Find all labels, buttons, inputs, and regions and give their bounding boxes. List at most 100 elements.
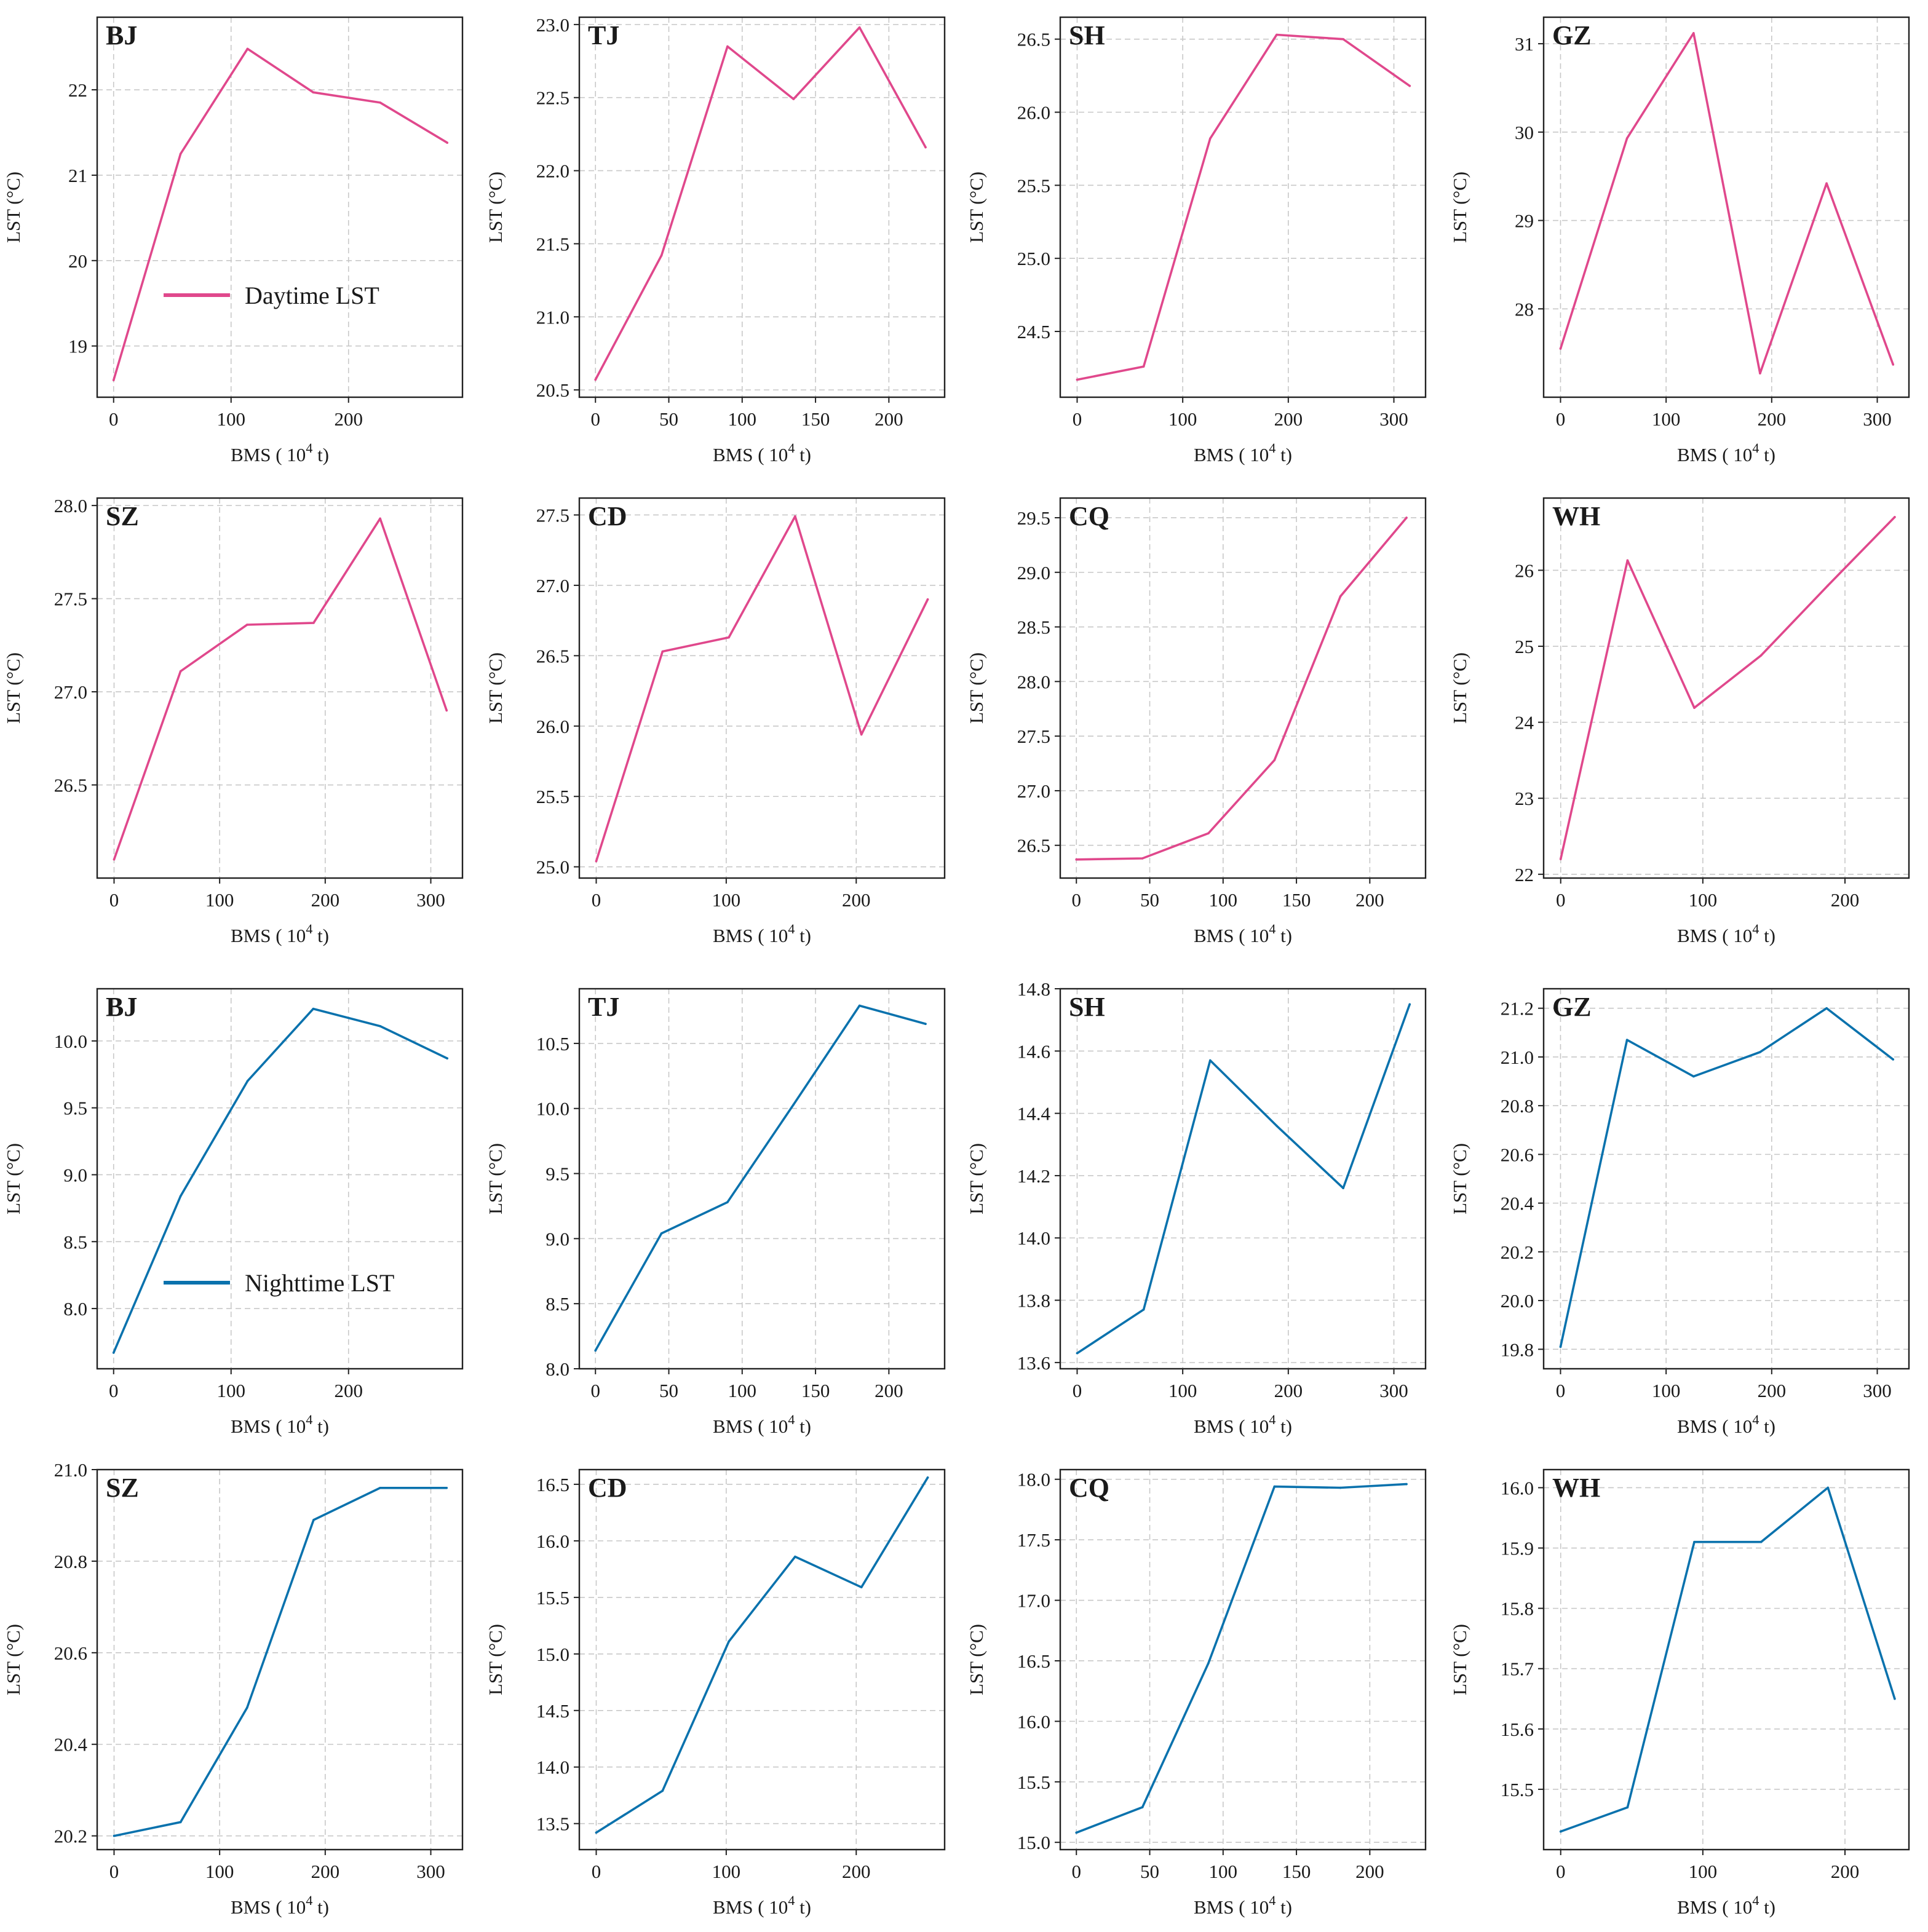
data-point: [446, 1057, 448, 1059]
data-point: [379, 1025, 382, 1027]
data-point: [1141, 857, 1144, 860]
data-point: [726, 45, 729, 48]
panel-night-CQ: 0 50 100 150 200 15.0 15.5 16.0 16.5 17.0 17.5 18.0…: [966, 1469, 1427, 1918]
panel-title: BJ: [106, 20, 137, 50]
data-point: [926, 598, 929, 601]
data-point: [1208, 1059, 1212, 1062]
y-axis-label: LST (°C): [2, 652, 24, 724]
y-axis-label: LST (°C): [1449, 172, 1470, 243]
data-point: [1692, 1075, 1695, 1078]
y-tick-label: 29: [1515, 210, 1534, 232]
data-point: [1207, 1662, 1210, 1665]
data-point: [112, 1352, 115, 1354]
x-axis-label: BMS ( 104 t): [1677, 1412, 1775, 1437]
panel-title: BJ: [106, 992, 137, 1022]
data-point: [1342, 1187, 1344, 1189]
x-tick-label: 200: [334, 1380, 363, 1401]
panel-day-GZ: 0 100 200 300 28 29 30 31 BMS ( 104 t) LST (°C) GZ: [1449, 16, 1910, 465]
y-tick-label: 26.5: [1017, 29, 1050, 50]
y-tick-label: 20.4: [1501, 1193, 1534, 1214]
plot-frame: [578, 1468, 946, 1851]
x-tick-label: 0: [592, 1861, 601, 1882]
data-point: [312, 1007, 315, 1010]
x-tick-label: 0: [1556, 1861, 1566, 1882]
x-tick-label: 300: [416, 1861, 445, 1882]
data-point: [794, 515, 796, 518]
y-tick-label: 20.4: [54, 1734, 88, 1756]
data-point: [728, 1640, 730, 1643]
x-tick-label: 200: [842, 1861, 871, 1882]
plot-frame: [1059, 497, 1427, 879]
x-tick-label: 0: [109, 1861, 119, 1882]
panel-night-TJ: 0 50 100 150 200 8.0 8.5 9.0 9.5 10.0 10.5 BMS ( 10…: [485, 988, 946, 1437]
y-tick-label: 20.6: [1501, 1144, 1534, 1165]
data-point: [1559, 1345, 1562, 1348]
x-tick-label: 100: [1209, 889, 1238, 911]
x-tick-label: 150: [801, 1380, 830, 1401]
x-tick-label: 50: [659, 408, 678, 430]
panel-title: SH: [1069, 992, 1105, 1022]
data-point: [924, 1023, 927, 1025]
plot-frame: [1059, 16, 1427, 398]
y-tick-label: 8.0: [63, 1298, 87, 1320]
y-axis-label: LST (°C): [966, 172, 987, 243]
x-tick-label: 100: [1168, 1380, 1197, 1401]
y-axis-label: LST (°C): [485, 652, 506, 724]
x-tick-label: 50: [659, 1380, 678, 1401]
y-tick-label: 22.0: [536, 160, 569, 182]
y-tick-label: 14.6: [1017, 1040, 1050, 1062]
x-tick-label: 0: [1071, 1861, 1081, 1882]
data-point: [1405, 1483, 1408, 1486]
y-tick-label: 9.5: [63, 1098, 87, 1119]
series-line-day: [1559, 32, 1894, 375]
y-axis-label: LST (°C): [1449, 1143, 1470, 1214]
x-tick-label: 0: [590, 408, 600, 430]
y-tick-label: 31: [1515, 33, 1534, 55]
y-axis-label: LST (°C): [966, 1143, 987, 1214]
data-point: [1207, 832, 1210, 834]
y-tick-label: 8.5: [63, 1231, 87, 1253]
y-tick-label: 29.0: [1017, 562, 1050, 584]
data-point: [594, 1349, 597, 1352]
series-line-night: [1076, 1003, 1411, 1355]
x-tick-label: 150: [1282, 889, 1311, 911]
series-line-night: [113, 1487, 448, 1837]
x-tick-label: 200: [875, 1380, 903, 1401]
y-tick-label: 21.0: [536, 306, 569, 328]
y-tick-label: 10.5: [536, 1033, 569, 1055]
y-tick-label: 21.0: [54, 1459, 87, 1481]
x-tick-label: 200: [1831, 889, 1860, 911]
y-axis-label: LST (°C): [1449, 1624, 1470, 1695]
x-axis-label: BMS ( 104 t): [1194, 921, 1292, 946]
x-tick-label: 200: [842, 889, 871, 911]
y-tick-label: 14.4: [1017, 1103, 1051, 1125]
y-tick-label: 19: [68, 336, 87, 357]
y-tick-label: 20.6: [54, 1642, 87, 1664]
y-tick-label: 21.0: [1501, 1047, 1534, 1068]
x-tick-label: 0: [1556, 1380, 1566, 1401]
y-tick-label: 22: [68, 79, 87, 101]
panel-night-BJ: 0 100 200 8.0 8.5 9.0 9.5 10.0 BMS ( 104 t) LST (…: [2, 988, 464, 1437]
y-tick-label: 13.8: [1017, 1290, 1050, 1312]
data-point: [660, 1232, 663, 1235]
y-tick-label: 25: [1515, 636, 1534, 657]
y-tick-label: 15.7: [1501, 1658, 1534, 1680]
data-point: [1625, 137, 1628, 140]
y-tick-label: 15.0: [536, 1644, 569, 1665]
data-point: [794, 1555, 796, 1558]
data-point: [1273, 1485, 1276, 1488]
y-tick-label: 26.0: [1017, 102, 1050, 124]
data-point: [792, 98, 795, 100]
y-tick-label: 8.5: [545, 1293, 569, 1315]
data-point: [1626, 1806, 1629, 1809]
y-tick-label: 17.5: [1017, 1529, 1050, 1551]
data-point: [661, 1789, 664, 1792]
x-axis-label: BMS ( 104 t): [713, 921, 811, 946]
y-tick-label: 22: [1515, 864, 1534, 885]
x-tick-label: 0: [592, 889, 601, 911]
data-point: [726, 1201, 729, 1203]
x-tick-label: 100: [216, 1380, 245, 1401]
data-point: [1275, 33, 1278, 36]
data-point: [113, 858, 116, 861]
